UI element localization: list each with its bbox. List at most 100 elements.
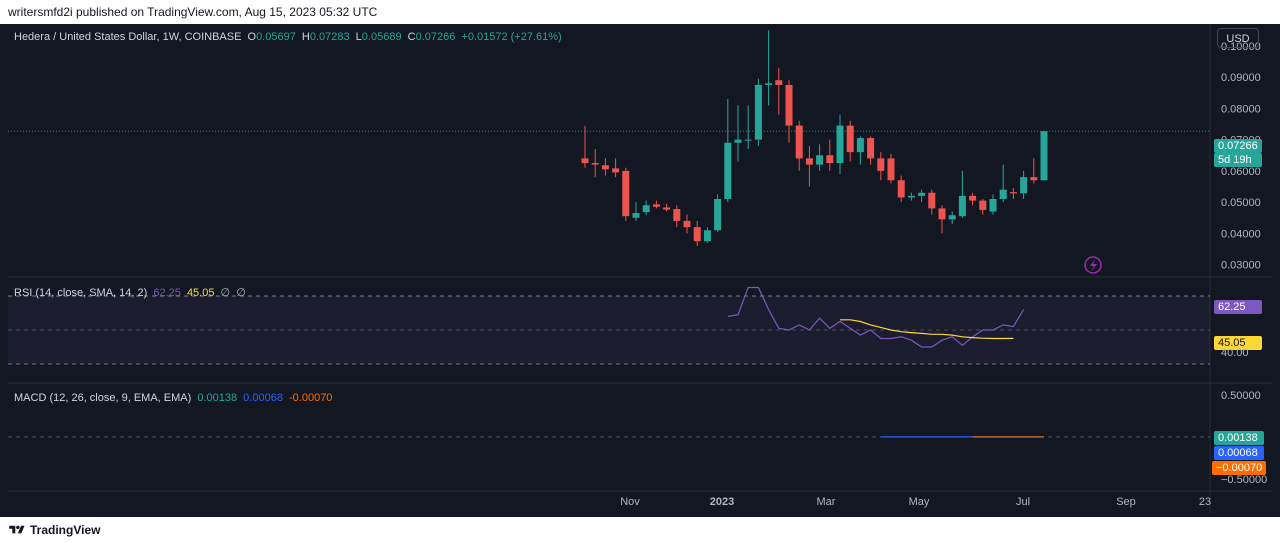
macd-hist-value: -0.00070 <box>289 392 333 404</box>
candle <box>805 145 813 187</box>
high-value: 0.07283 <box>309 31 350 43</box>
time-tick-label: 2023 <box>710 496 734 508</box>
candle <box>652 200 660 209</box>
candle <box>907 192 915 201</box>
last-price-badge: 0.07266 <box>1214 139 1262 153</box>
publisher-banner: writersmfd2i published on TradingView.co… <box>0 0 1280 24</box>
time-tick-label: Jul <box>1016 496 1030 508</box>
rsi-ma-value: 45.05 <box>186 287 215 299</box>
candle-body <box>1030 177 1038 181</box>
candle-body <box>846 125 854 153</box>
candle <box>581 125 589 168</box>
candle-body <box>1020 177 1028 194</box>
candle <box>999 164 1007 203</box>
price-tick-label: 0.06000 <box>1221 166 1261 178</box>
candle <box>591 149 599 178</box>
open-label: O <box>247 31 257 43</box>
rsi-extra-2: ∅ <box>236 287 246 299</box>
time-tick-label: Nov <box>620 496 640 508</box>
rsi-ma-badge: 45.05 <box>1214 336 1262 350</box>
candle <box>724 99 732 203</box>
candle-body <box>714 199 722 231</box>
candle-body <box>703 230 711 242</box>
flash-icon-circle <box>1084 256 1102 274</box>
candle-body <box>1009 192 1017 194</box>
candle <box>775 67 783 115</box>
candle <box>714 194 722 232</box>
candle <box>663 203 671 212</box>
candle-body <box>642 205 650 213</box>
candle-body <box>999 189 1007 199</box>
candle <box>1020 170 1028 199</box>
candle <box>1009 188 1017 199</box>
candle-body <box>754 84 762 140</box>
candle <box>612 158 620 178</box>
price-legend: Hedera / United States Dollar, 1W, COINB… <box>14 31 565 43</box>
candle-body <box>826 155 834 164</box>
candle-body <box>877 158 885 171</box>
open-value: 0.05697 <box>256 31 296 43</box>
candle-body <box>581 158 589 164</box>
footer-banner: TradingView <box>0 517 1280 543</box>
candle <box>979 199 987 215</box>
candle-body <box>693 227 701 242</box>
chart-canvas[interactable]: 0.100000.090000.080000.070000.060000.050… <box>8 24 1272 513</box>
rsi-ma-line <box>840 319 1014 340</box>
chart-area[interactable]: 0.100000.090000.080000.070000.060000.050… <box>8 24 1272 513</box>
candle-body <box>928 192 936 209</box>
time-tick-label: Sep <box>1116 496 1136 508</box>
candle-body <box>652 204 660 207</box>
rsi-value: 62.25 <box>153 287 181 299</box>
candle <box>785 80 793 143</box>
candle-body <box>948 215 956 220</box>
candle-body <box>734 139 742 143</box>
high-label: H <box>301 31 310 43</box>
candle-body <box>622 170 630 217</box>
candle-body <box>816 155 824 165</box>
candle <box>856 136 864 165</box>
candle <box>969 192 977 206</box>
currency-button[interactable]: USD <box>1217 28 1259 48</box>
macd-value: 0.00138 <box>197 392 238 404</box>
candle-body <box>775 80 783 85</box>
price-tick-label: 0.05000 <box>1221 197 1261 209</box>
candle-body <box>795 125 803 159</box>
candle-body <box>938 208 946 220</box>
candle-body <box>765 83 773 85</box>
candle-body <box>979 200 987 210</box>
rsi-level-label: 40.00 <box>1221 347 1249 359</box>
candle <box>846 120 854 162</box>
macd-hist-badge: −0.00070 <box>1212 461 1266 475</box>
tradingview-logo-icon <box>9 525 25 534</box>
candle-body <box>887 158 895 181</box>
candle <box>765 30 773 106</box>
candle <box>754 78 762 146</box>
axis-layer: 0.100000.090000.080000.070000.060000.050… <box>620 41 1267 508</box>
candle <box>795 120 803 171</box>
symbol-label: Hedera / United States Dollar, 1W, COINB… <box>14 31 242 43</box>
low-value: 0.05689 <box>361 31 402 43</box>
macd-tick-label: −0.50000 <box>1221 474 1267 486</box>
price-tick-label: 0.08000 <box>1221 103 1261 115</box>
flash-icon-bolt <box>1090 259 1097 272</box>
close-value: 0.07266 <box>415 31 456 43</box>
candle <box>632 202 640 221</box>
rsi-legend: RSI (14, close, SMA, 14, 2) 62.25 45.05 … <box>14 286 249 299</box>
candle-body <box>683 220 691 228</box>
macd-legend: MACD (12, 26, close, 9, EMA, EMA) 0.0013… <box>14 392 335 404</box>
candle-body <box>1040 131 1048 181</box>
macd-badge: 0.00138 <box>1214 431 1264 445</box>
rsi-badge: 62.25 <box>1214 300 1262 314</box>
macd-signal-badge: 0.00068 <box>1214 446 1264 460</box>
macd-tick-label: 0.50000 <box>1221 390 1261 402</box>
candle <box>887 153 895 184</box>
time-tick-label: May <box>909 496 930 508</box>
grid-layer <box>8 24 1272 513</box>
candle-body <box>724 142 732 199</box>
candle-body <box>907 195 915 198</box>
candle-body <box>591 163 599 165</box>
macd-label: MACD (12, 26, close, 9, EMA, EMA) <box>14 392 192 404</box>
candle <box>1030 158 1038 184</box>
price-tick-label: 0.03000 <box>1221 260 1261 272</box>
candle-body <box>958 195 966 217</box>
